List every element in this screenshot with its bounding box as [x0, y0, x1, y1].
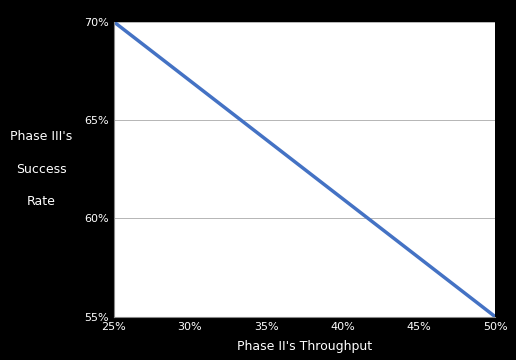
- Text: Rate: Rate: [27, 195, 56, 208]
- X-axis label: Phase II's Throughput: Phase II's Throughput: [237, 340, 372, 353]
- Text: Phase III's: Phase III's: [10, 130, 72, 143]
- Text: Success: Success: [16, 163, 67, 176]
